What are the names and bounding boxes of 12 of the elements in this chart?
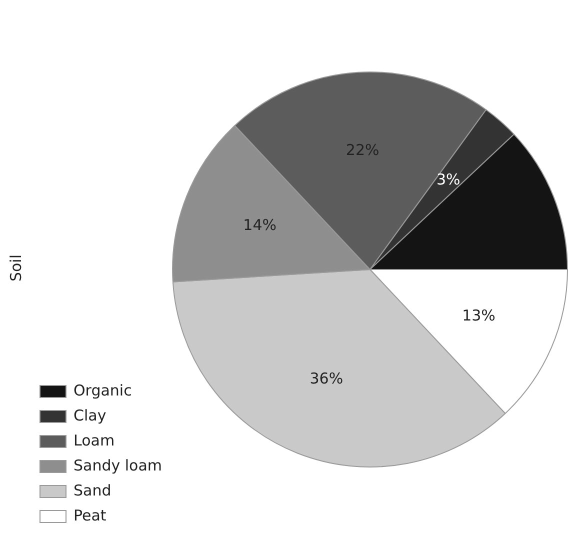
legend-label: Sand (74, 481, 112, 500)
data-label: 36% (310, 370, 344, 388)
legend-label: Loam (74, 431, 115, 450)
data-label: 22% (346, 141, 380, 160)
legend-label: Organic (74, 381, 132, 400)
text: Soil (7, 253, 26, 283)
data-label: 14% (243, 216, 277, 234)
data-label: 13% (462, 306, 496, 324)
legend-label: Clay (74, 406, 106, 424)
legend-label: Sandy loam (74, 456, 162, 474)
data-label: 3% (436, 170, 460, 189)
legend-label: Peat (74, 506, 106, 524)
